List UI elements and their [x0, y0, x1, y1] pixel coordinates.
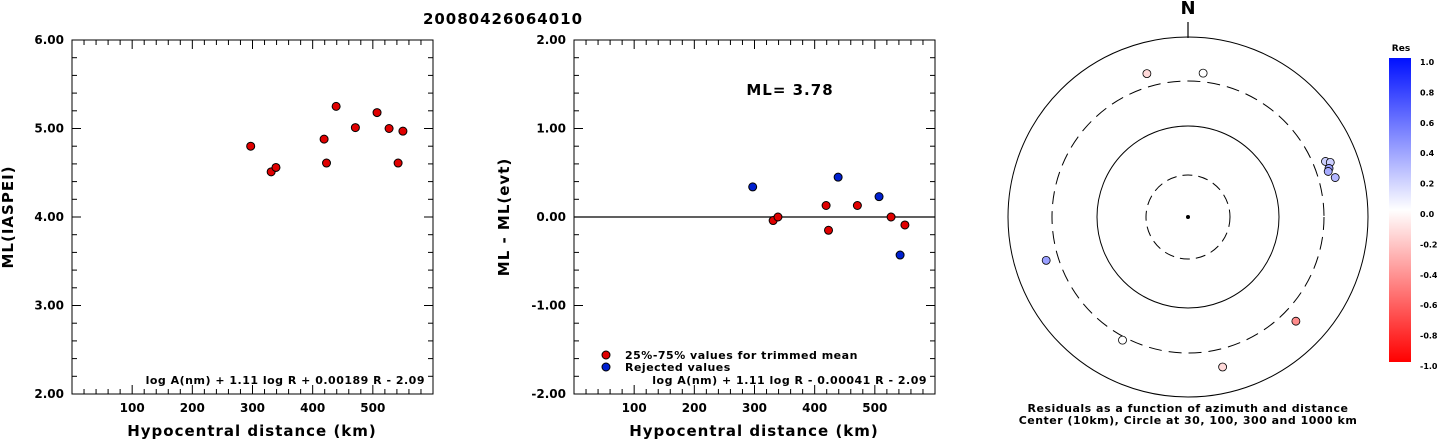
y-tick-label: -1.00 — [531, 299, 566, 313]
colorbar-tick-label: 0.8 — [1420, 88, 1435, 97]
data-point — [322, 158, 332, 168]
figure-title: 20080426064010 — [423, 10, 583, 28]
data-point — [393, 158, 403, 168]
colorbar-tick-label: 0.6 — [1420, 119, 1435, 128]
legend-label-rejected: Rejected values — [625, 361, 731, 374]
y-tick-label: 2.00 — [34, 387, 64, 401]
colorbar-tick-label: 0.0 — [1420, 210, 1435, 219]
legend-label-trimmed: 25%-75% values for trimmed mean — [625, 349, 858, 362]
data-point — [852, 200, 862, 210]
axis-ticks: 100 200 300 400 500 2.00 3.00 4.00 5.00 6.00 — [34, 33, 433, 415]
station-marker — [1323, 167, 1333, 176]
residual-distance-panel: 100 200 300 400 500 -2.00 -1.00 0.00 1.00 2.00 ML… — [495, 33, 936, 440]
colorbar-tick-label: 0.4 — [1420, 149, 1435, 158]
x-tick-label: 100 — [622, 401, 647, 415]
station-marker — [1330, 173, 1340, 182]
ml-annotation: ML= 3.78 — [746, 81, 833, 99]
y-tick-label: 6.00 — [34, 33, 64, 47]
residual-formula: log A(nm) + 1.11 log R - 0.00041 R - 2.0… — [652, 374, 927, 387]
station-marker — [1142, 69, 1152, 79]
y-tick-label: 4.00 — [34, 210, 64, 224]
x-tick-label: 200 — [682, 401, 707, 415]
plot-frame — [71, 39, 434, 395]
station-marker — [1118, 335, 1127, 345]
data-point — [748, 182, 758, 192]
data-point — [900, 220, 910, 230]
x-tick-label: 500 — [862, 401, 887, 415]
colorbar-tick-label: -1.0 — [1420, 362, 1437, 371]
y-tick-label: 3.00 — [34, 299, 64, 313]
colorbar-ticks: 1.0 0.8 0.6 0.4 0.2 0.0 -0.2 -0.4 -0.6 -0.8 -1.0 — [1420, 58, 1437, 371]
station-marker — [1218, 362, 1228, 372]
polar-caption-line1: Residuals as a function of azimuth and d… — [1028, 402, 1349, 415]
data-point — [372, 108, 382, 118]
x-tick-label: 400 — [802, 401, 827, 415]
y-axis-label: ML(IASPEI) — [0, 165, 17, 268]
data-point — [271, 162, 281, 172]
data-point — [319, 134, 329, 144]
x-tick-label: 400 — [300, 401, 325, 415]
data-points — [246, 101, 408, 177]
polar-caption-line2: Center (10km), Circle at 30, 100, 300 an… — [1019, 414, 1358, 427]
y-axis-label: ML - ML(evt) — [495, 158, 513, 276]
station-marker — [1291, 316, 1301, 326]
ring-1000km — [1007, 36, 1369, 398]
y-tick-label: 2.00 — [536, 33, 566, 47]
colorbar-title: Res — [1392, 44, 1410, 54]
data-point — [886, 212, 896, 222]
legend-marker-trimmed — [601, 350, 611, 360]
colorbar-tick-label: -0.6 — [1420, 301, 1437, 310]
data-point — [331, 101, 341, 111]
colorbar-scale — [1389, 58, 1411, 362]
colorbar-tick-label: -0.4 — [1420, 271, 1437, 280]
magnitude-distance-panel: 100 200 300 400 500 2.00 3.00 4.00 5.00 6.00 ML(I… — [0, 33, 434, 440]
station-marker — [1198, 68, 1208, 78]
colorbar-tick-label: 0.2 — [1420, 180, 1434, 189]
x-tick-label: 200 — [180, 401, 205, 415]
north-label: N — [1180, 0, 1195, 19]
ring-30km — [1145, 174, 1231, 260]
x-tick-label: 500 — [360, 401, 385, 415]
data-points — [748, 172, 910, 260]
azimuth-residual-panel: N Residuals as a function of azimuth and… — [1007, 0, 1369, 427]
x-tick-label: 100 — [120, 401, 145, 415]
colorbar-tick-label: -0.2 — [1420, 240, 1437, 249]
residual-colorbar: Res 1.0 0.8 0.6 0.4 0.2 0.0 -0.2 -0.4 -0.6 -0.8 -1… — [1389, 44, 1437, 371]
x-axis-label: Hypocentral distance (km) — [127, 422, 377, 440]
data-point — [824, 225, 834, 235]
x-tick-label: 300 — [742, 401, 767, 415]
x-axis-label: Hypocentral distance (km) — [629, 422, 879, 440]
ring-300km — [1051, 80, 1325, 354]
station-markers — [1041, 68, 1340, 372]
data-point — [350, 123, 360, 133]
data-point — [874, 192, 884, 202]
data-point — [833, 172, 843, 182]
y-tick-label: 1.00 — [536, 122, 566, 136]
axis-ticks: 100 200 300 400 500 -2.00 -1.00 0.00 1.00 2.00 — [531, 33, 935, 415]
y-tick-label: 0.00 — [536, 210, 566, 224]
y-tick-label: 5.00 — [34, 122, 64, 136]
legend: 25%-75% values for trimmed mean Rejected… — [601, 349, 858, 374]
y-tick-label: -2.00 — [531, 387, 566, 401]
legend-marker-rejected — [601, 362, 611, 372]
magnitude-formula: log A(nm) + 1.11 log R + 0.00189 R - 2.0… — [146, 374, 425, 387]
colorbar-tick-label: -0.8 — [1420, 332, 1437, 341]
colorbar-tick-label: 1.0 — [1420, 58, 1435, 67]
data-point — [773, 212, 783, 222]
data-point — [895, 250, 905, 260]
data-point — [246, 141, 256, 151]
data-point — [821, 200, 831, 210]
ring-100km — [1096, 125, 1280, 309]
data-point — [384, 124, 394, 133]
x-tick-label: 300 — [240, 401, 265, 415]
data-point — [398, 126, 408, 136]
station-marker — [1041, 255, 1051, 265]
epicenter-marker — [1186, 215, 1190, 219]
